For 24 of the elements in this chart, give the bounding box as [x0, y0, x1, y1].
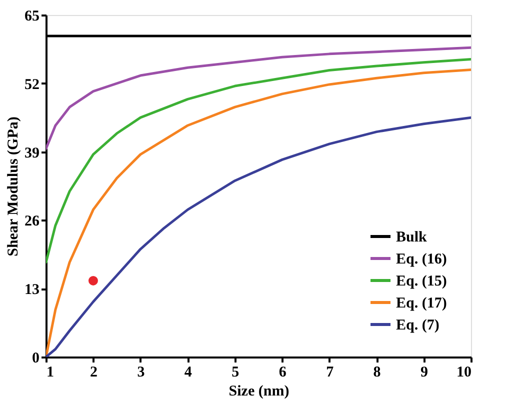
x-tick-label: 6	[278, 364, 287, 380]
x-axis-title: Size (nm)	[228, 384, 290, 400]
legend-label: Bulk	[396, 230, 428, 246]
x-tick-label: 4	[184, 364, 192, 380]
y-tick-label: 13	[24, 282, 40, 298]
line-series	[46, 46, 471, 150]
x-tick-label: 7	[326, 364, 334, 380]
x-tick-label: 8	[373, 364, 381, 380]
x-tick-label: 9	[420, 364, 428, 380]
x-tick-label: 10	[456, 364, 472, 380]
x-tick-label: 1	[46, 364, 54, 380]
y-tick-label: 0	[32, 350, 40, 366]
legend-label: Eq. (7)	[396, 318, 440, 334]
x-tick-label: 2	[90, 364, 98, 380]
legend-label: Eq. (15)	[396, 274, 447, 290]
y-tick-label: 26	[24, 214, 40, 230]
y-axis-title: Shear Modulus (GPa)	[6, 116, 22, 256]
legend-label: Eq. (16)	[396, 252, 447, 268]
legend-label: Eq. (17)	[396, 296, 447, 312]
y-tick-label: 39	[24, 145, 40, 162]
y-tick-label: 52	[24, 76, 40, 93]
y-tick-label: 65	[24, 8, 40, 24]
x-tick-label: 3	[137, 364, 145, 380]
x-tick-label: 5	[232, 364, 240, 380]
